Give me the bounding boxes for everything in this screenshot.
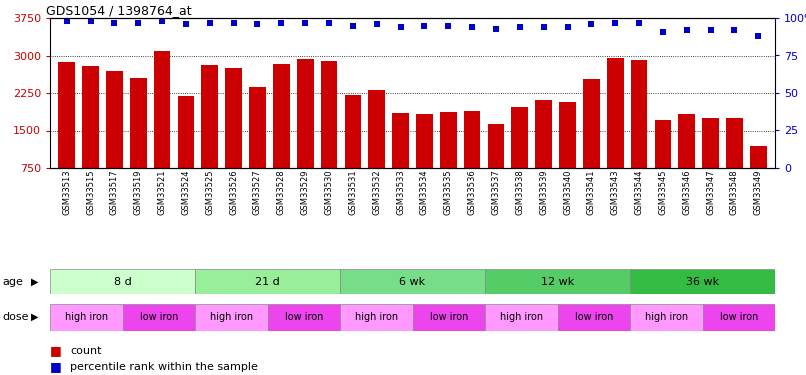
Point [656,28,669,34]
Text: low iron: low iron [575,312,613,322]
Point [275,20,288,26]
Point [609,20,621,26]
Bar [416,114,433,206]
Bar [177,96,194,206]
Text: 12 wk: 12 wk [541,277,574,286]
Point [752,33,765,39]
Bar [321,61,338,206]
Point [394,24,407,30]
Bar [249,87,266,206]
Bar [344,95,361,206]
Point [513,24,526,30]
Point [728,27,741,33]
Text: high iron: high iron [355,312,398,322]
Point [322,20,335,26]
Bar [703,304,775,331]
Bar [268,304,340,331]
Text: GDS1054 / 1398764_at: GDS1054 / 1398764_at [47,4,192,17]
Bar [535,99,552,206]
Text: 21 d: 21 d [256,277,280,286]
Bar [340,269,485,294]
Bar [393,113,409,206]
Text: ▶: ▶ [31,312,38,322]
Point [203,20,216,26]
Bar [485,304,558,331]
Text: low iron: low iron [139,312,178,322]
Point [299,20,312,26]
Bar [488,124,505,206]
Bar [82,66,99,206]
Bar [440,112,457,206]
Point [704,27,717,33]
Text: high iron: high iron [645,312,688,322]
Bar [195,304,268,331]
Point [489,26,502,32]
Text: percentile rank within the sample: percentile rank within the sample [70,362,258,372]
Text: low iron: low iron [285,312,323,322]
Point [585,21,598,27]
Bar [130,78,147,206]
Text: 8 d: 8 d [114,277,131,286]
Bar [154,51,170,206]
Bar [123,304,195,331]
Point [418,22,431,28]
Bar [654,120,671,206]
Text: ■: ■ [50,360,62,373]
Bar [106,70,123,206]
Point [466,24,479,30]
Point [347,22,359,28]
Bar [368,90,385,206]
Bar [583,79,600,206]
Text: age: age [2,277,23,286]
Bar [50,304,123,331]
Bar [202,65,218,206]
Bar [559,102,575,206]
Text: dose: dose [2,312,29,322]
Bar [297,59,314,206]
Bar [195,269,340,294]
Text: high iron: high iron [64,312,108,322]
Text: count: count [70,346,102,355]
Bar [630,304,703,331]
Bar [58,62,75,206]
Text: ▶: ▶ [31,277,38,286]
Bar [273,63,289,206]
Bar [558,304,630,331]
Point [132,20,145,26]
Point [538,24,550,30]
Bar [485,269,630,294]
Point [180,21,193,27]
Point [84,18,97,24]
Point [60,18,73,24]
Bar [750,146,767,206]
Text: low iron: low iron [430,312,468,322]
Bar [631,60,647,206]
Text: low iron: low iron [720,312,758,322]
Bar [50,269,195,294]
Point [633,20,646,26]
Text: 6 wk: 6 wk [400,277,426,286]
Bar [340,304,413,331]
Point [108,20,121,26]
Bar [226,68,242,206]
Bar [463,111,480,206]
Point [561,24,574,30]
Point [251,21,264,27]
Bar [512,107,528,206]
Bar [413,304,485,331]
Bar [702,118,719,206]
Point [227,20,240,26]
Text: high iron: high iron [500,312,542,322]
Bar [630,269,775,294]
Point [156,18,168,24]
Bar [607,57,624,206]
Text: 36 wk: 36 wk [686,277,719,286]
Text: ■: ■ [50,344,62,357]
Bar [726,118,743,206]
Point [680,27,693,33]
Point [370,21,383,27]
Bar [679,114,695,206]
Text: high iron: high iron [210,312,253,322]
Point [442,22,455,28]
